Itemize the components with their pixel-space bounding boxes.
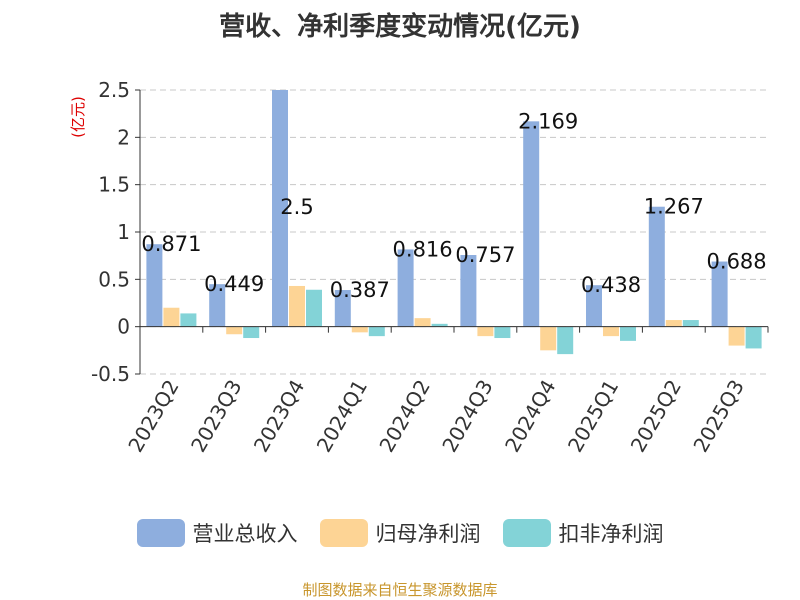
y-tick-label: -0.5: [91, 362, 130, 386]
bar-deducted-profit: [557, 326, 574, 355]
legend-swatch-deducted-profit: [502, 519, 551, 547]
bar-deducted-profit: [306, 289, 322, 327]
y-tick-label: 2.5: [98, 78, 130, 102]
x-tick-label: 2025Q1: [563, 376, 623, 457]
x-tick-label: 2024Q2: [374, 376, 434, 457]
bar-deducted-profit: [243, 326, 260, 339]
bar-net-profit: [414, 318, 431, 327]
legend-swatch-net-profit: [319, 519, 368, 547]
bar-deducted-profit: [368, 326, 385, 337]
x-tick-label: 2023Q2: [123, 376, 183, 457]
data-label: 2.5: [280, 195, 313, 219]
data-label: 0.449: [204, 272, 264, 296]
y-tick-label: 1.5: [98, 173, 130, 197]
data-label: 0.438: [581, 273, 641, 297]
y-tick-label: 0.5: [98, 267, 130, 291]
bar-deducted-profit: [494, 326, 511, 339]
bar-revenue: [586, 285, 602, 327]
data-label: 0.387: [330, 278, 390, 302]
legend-swatch-revenue: [136, 519, 185, 547]
bar-revenue: [146, 244, 163, 327]
bar-revenue: [523, 121, 540, 327]
bar-revenue: [711, 261, 728, 327]
bar-net-profit: [226, 326, 243, 335]
x-tick-label: 2023Q3: [186, 376, 246, 457]
x-tick-label: 2025Q2: [626, 376, 686, 457]
legend-label-revenue: 营业总收入: [192, 522, 298, 546]
bar-net-profit: [728, 326, 745, 346]
bar-net-profit: [603, 326, 619, 337]
bar-revenue: [397, 249, 414, 327]
bar-revenue: [209, 284, 226, 327]
x-tick-label: 2024Q4: [500, 376, 560, 457]
bar-deducted-profit: [431, 323, 448, 327]
data-label: 0.816: [393, 237, 453, 261]
bar-net-profit: [665, 320, 682, 327]
bar-revenue: [334, 290, 351, 327]
bar-revenue: [460, 255, 477, 327]
bar-revenue: [648, 206, 665, 327]
bar-revenue: [272, 90, 288, 327]
legend-label-net-profit: 归母净利润: [375, 522, 481, 546]
bar-net-profit: [351, 326, 368, 333]
data-label: 0.871: [141, 232, 201, 256]
bar-net-profit: [477, 326, 494, 337]
x-tick-label: 2023Q4: [249, 376, 309, 457]
legend: 营业总收入 归母净利润 扣非净利润: [0, 518, 800, 548]
data-label: 2.169: [518, 109, 578, 133]
bar-net-profit: [289, 285, 305, 327]
bar-deducted-profit: [682, 320, 699, 327]
x-tick-label: 2024Q3: [437, 376, 497, 457]
data-source-note: 制图数据来自恒生聚源数据库: [302, 581, 498, 599]
bar-net-profit: [163, 307, 180, 327]
y-tick-label: 0: [117, 315, 130, 339]
data-label: 0.688: [707, 250, 767, 274]
data-label: 1.267: [644, 195, 704, 219]
chart-title: 营收、净利季度变动情况(亿元): [219, 12, 581, 42]
bar-deducted-profit: [620, 326, 636, 341]
bar-deducted-profit: [745, 326, 762, 349]
data-label: 0.757: [455, 243, 515, 267]
bar-net-profit: [540, 326, 557, 351]
legend-item-deducted-profit[interactable]: 扣非净利润: [502, 518, 664, 548]
y-tick-label: 2: [117, 125, 130, 149]
bar-deducted-profit: [180, 313, 197, 327]
x-tick-label: 2024Q1: [312, 376, 372, 457]
legend-item-net-profit[interactable]: 归母净利润: [319, 518, 481, 548]
y-axis-label: (亿元): [69, 96, 87, 138]
y-tick-label: 1: [117, 220, 130, 244]
x-tick-label: 2025Q3: [688, 376, 748, 457]
legend-item-revenue[interactable]: 营业总收入: [136, 518, 298, 548]
legend-label-deducted-profit: 扣非净利润: [558, 522, 664, 546]
